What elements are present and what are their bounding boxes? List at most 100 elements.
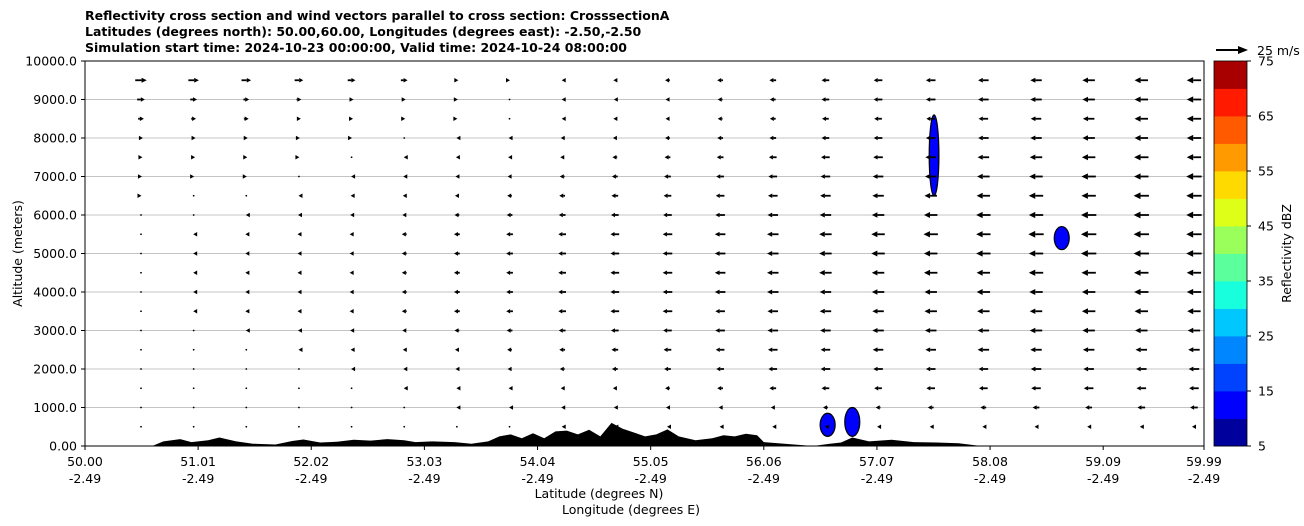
- wind-vector-head: [665, 135, 670, 141]
- wind-vector: [349, 289, 354, 295]
- wind-vector-head: [401, 289, 406, 295]
- wind-vector-head: [348, 135, 353, 141]
- wind-vector: [924, 327, 937, 334]
- wind-vector: [820, 328, 831, 333]
- x-tick-label-lon: -2.49: [69, 471, 101, 486]
- wind-vector: [610, 251, 620, 256]
- wind-vector: [820, 174, 831, 179]
- wind-vector: [453, 289, 460, 295]
- wind-vector: [1081, 269, 1096, 276]
- wind-vector-head: [1188, 366, 1194, 372]
- wind-vector-head: [1029, 154, 1036, 160]
- wind-vector-head: [558, 270, 563, 275]
- wind-vector: [767, 347, 778, 352]
- wind-vector: [1082, 347, 1095, 353]
- wind-vector-head: [769, 116, 774, 121]
- wind-vector: [192, 214, 195, 216]
- wind-vector-head: [1186, 192, 1194, 200]
- wind-vector-head: [349, 309, 354, 314]
- wind-vector: [1186, 96, 1202, 103]
- wind-vector-head: [980, 405, 985, 410]
- wind-vector-head: [714, 251, 720, 256]
- y-tick-label: 0.00: [49, 439, 77, 454]
- wind-vector-head: [244, 116, 249, 121]
- wind-vector: [925, 78, 936, 83]
- wind-vector-head: [1136, 386, 1141, 391]
- wind-vector: [454, 212, 460, 218]
- wind-vector: [453, 232, 460, 237]
- wind-vector: [1186, 134, 1202, 142]
- colorbar-tick-label: 15: [1258, 384, 1274, 399]
- wind-vector: [296, 116, 301, 121]
- wind-vector: [454, 328, 460, 333]
- wind-vector: [453, 116, 458, 121]
- wind-vector-head: [401, 232, 406, 237]
- wind-vector-head: [976, 192, 983, 199]
- wind-vector-head: [662, 251, 667, 256]
- wind-vector: [923, 212, 938, 218]
- terrain-layer: [85, 422, 1204, 446]
- wind-vector: [453, 309, 460, 314]
- colorbar: 5 15 25 35 45 55 65 75 Reflectivity dBZ: [1213, 54, 1294, 454]
- wind-vector-head: [1186, 154, 1194, 161]
- wind-vector-head: [453, 270, 458, 275]
- x-tick-label-lat: 55.05: [633, 454, 669, 469]
- wind-vector-head: [924, 289, 931, 295]
- wind-vector: [454, 347, 459, 352]
- wind-vector: [926, 386, 936, 391]
- wind-vector: [871, 289, 885, 295]
- wind-vector-head: [350, 347, 355, 352]
- wind-vector-head: [507, 174, 512, 179]
- wind-vector: [192, 194, 195, 197]
- wind-vector-head: [403, 386, 408, 391]
- wind-vector: [558, 212, 566, 218]
- wind-vector-head: [982, 424, 987, 429]
- wind-vector: [1187, 308, 1201, 315]
- wind-vector-head: [1133, 192, 1141, 200]
- wind-vector: [508, 425, 511, 428]
- wind-vector-head: [506, 78, 511, 83]
- wind-vector: [978, 97, 989, 102]
- wind-vector: [191, 116, 197, 121]
- wind-vector: [872, 193, 884, 199]
- wind-vector: [1133, 250, 1149, 257]
- wind-vector-head: [403, 174, 408, 179]
- wind-vector: [613, 97, 618, 102]
- wind-vector: [243, 97, 250, 102]
- wind-vector-head: [718, 405, 723, 410]
- wind-vector: [820, 366, 831, 372]
- wind-vector-head: [766, 231, 773, 237]
- wind-vector: [245, 194, 248, 197]
- wind-vector: [611, 347, 619, 352]
- y-tick-label: 10000.0: [25, 54, 77, 69]
- wind-vector-head: [822, 405, 827, 410]
- wind-vector-head: [766, 250, 773, 257]
- wind-vector-head: [978, 116, 983, 121]
- wind-vector-head: [663, 347, 668, 352]
- wind-vector-head: [1134, 154, 1141, 161]
- wind-vector-head: [297, 251, 302, 256]
- wind-vector-head: [246, 78, 252, 83]
- wind-vector: [715, 212, 725, 218]
- wind-vector: [1080, 230, 1097, 238]
- wind-vector: [976, 269, 991, 276]
- wind-vector: [401, 289, 407, 295]
- wind-vector-head: [190, 174, 195, 179]
- wind-vector: [245, 251, 250, 256]
- wind-vector: [1029, 327, 1043, 334]
- wind-vector: [140, 271, 142, 274]
- wind-vector-head: [769, 78, 774, 83]
- wind-vector-head: [506, 309, 511, 314]
- wind-vector: [350, 212, 355, 218]
- wind-vector-head: [1133, 211, 1141, 219]
- wind-vector: [349, 251, 354, 256]
- wind-vector: [350, 328, 355, 333]
- wind-vector-head: [140, 97, 145, 102]
- wind-vector: [1186, 269, 1202, 276]
- wind-vector: [1134, 115, 1148, 122]
- wind-vector-head: [506, 328, 511, 333]
- wind-vector-head: [507, 193, 512, 198]
- wind-vector: [716, 366, 724, 372]
- wind-vector-head: [819, 289, 825, 295]
- wind-vector: [243, 116, 249, 121]
